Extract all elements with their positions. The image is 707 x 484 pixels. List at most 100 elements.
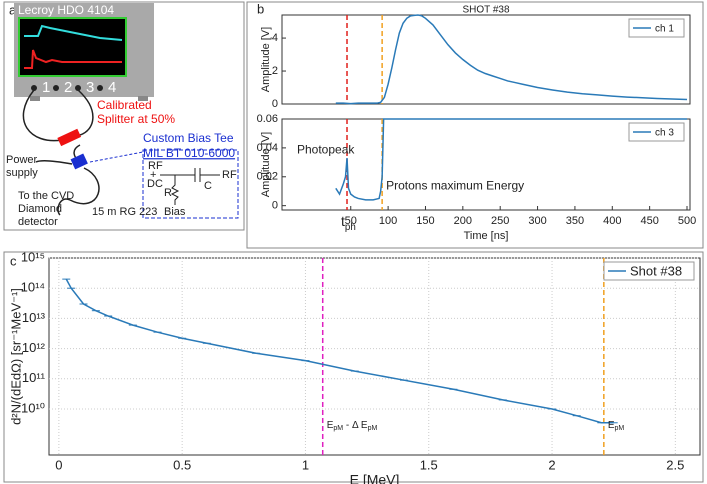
- y-tick-label: 2: [272, 65, 278, 77]
- annotation-part: E: [327, 419, 334, 430]
- circuit-label: +: [150, 169, 156, 181]
- bias-tee-label: Custom Bias Tee: [143, 131, 234, 145]
- y-axis-label: Amplitude [V]: [260, 27, 272, 92]
- annotation: EpM - Δ EpM: [327, 419, 378, 432]
- x-tick-label: 450: [640, 215, 658, 227]
- diagram: a Lecroy HDO 4104 1 2 3 4 Calibrated Spl…: [6, 2, 239, 228]
- legend-label: ch 1: [655, 24, 674, 35]
- legend-label: Shot #38: [630, 263, 682, 278]
- x-tick-label: 500: [678, 215, 696, 227]
- red-trace: [24, 49, 122, 69]
- plot-area: [48, 257, 701, 456]
- annotation-part: pM: [615, 425, 625, 432]
- splitter: [57, 128, 82, 147]
- panel-label: b: [257, 1, 264, 16]
- x-tick-label: 0: [55, 457, 62, 472]
- circuit-label: RF: [148, 160, 163, 172]
- annotation: Protons maximum Energy: [386, 179, 524, 193]
- foot: [138, 96, 148, 101]
- series-line: [335, 14, 688, 105]
- port: [75, 85, 81, 91]
- detector-label: detector: [18, 216, 58, 228]
- panel-label: a: [9, 2, 17, 17]
- scope-title: Lecroy HDO 4104: [18, 3, 114, 17]
- legend-box: [628, 122, 685, 142]
- y-axis-label: Amplitude [V]: [260, 132, 272, 197]
- x-tick-label: 100: [379, 215, 397, 227]
- y-tick-label: 10¹¹: [22, 370, 46, 385]
- panel-label: c: [10, 253, 17, 268]
- y-tick-label: 4: [272, 32, 278, 44]
- y-tick-label: 10¹⁵: [21, 249, 45, 264]
- y-tick-label: 10¹²: [22, 340, 46, 355]
- y-tick-label: 0.04: [257, 142, 278, 154]
- plot-area: [281, 14, 691, 105]
- port: [97, 85, 103, 91]
- circuit-label: DC: [147, 178, 163, 190]
- splitter-label: Splitter at 50%: [97, 112, 175, 126]
- screen: [18, 17, 127, 77]
- x-tick-label: 300: [528, 215, 546, 227]
- y-tick-label: 10¹⁰: [21, 400, 45, 415]
- x-tick-label: 2.5: [666, 457, 684, 472]
- circuit-label: RF: [222, 169, 237, 181]
- port: [53, 85, 59, 91]
- annotation-part: - Δ E: [343, 419, 368, 430]
- x-tick-label: 50: [345, 215, 357, 227]
- annotation-part: Photopeak: [297, 143, 355, 157]
- x-axis-label: E [MeV]: [350, 472, 400, 484]
- x-tick-label: 1: [302, 457, 309, 472]
- x-tick-label: 0.5: [173, 457, 191, 472]
- foot: [30, 96, 40, 101]
- x-tick-label: 150: [416, 215, 434, 227]
- callout: [89, 151, 144, 163]
- y-axis-label: d²N/(dEdΩ) [sr⁻¹MeV⁻¹]: [8, 288, 23, 425]
- bias-tee-box: [142, 149, 239, 219]
- power-label: supply: [6, 167, 38, 179]
- annotation-part: pM: [368, 425, 378, 432]
- circuit: [160, 168, 220, 205]
- x-tick-label: 200: [454, 215, 472, 227]
- chart-title: SHOT #38: [462, 5, 509, 16]
- circuit-label: Bias: [164, 206, 186, 218]
- splitter-label: Calibrated: [97, 98, 152, 112]
- annotation: tph: [341, 213, 356, 233]
- x-tick-label: 250: [491, 215, 509, 227]
- y-tick-label: 0.02: [257, 171, 278, 183]
- legend-box: [603, 261, 695, 281]
- channel: 2: [64, 79, 72, 96]
- plot-area: [281, 118, 691, 211]
- power-label: Power: [6, 154, 38, 166]
- y-tick-label: 10¹⁴: [21, 280, 45, 295]
- annotation: EpM: [608, 419, 625, 432]
- bias-tee-label: MIL BT 010-6000: [143, 146, 235, 160]
- x-tick-label: 1.5: [420, 457, 438, 472]
- annotation-part: pM: [333, 425, 343, 432]
- x-tick-label: 350: [566, 215, 584, 227]
- annotation: Photopeak: [297, 143, 355, 157]
- x-axis-label: Time [ns]: [464, 230, 509, 242]
- detector-label: To the CVD: [18, 190, 74, 202]
- legend-box: [628, 18, 685, 38]
- circuit-label: C: [204, 180, 212, 192]
- detector-label: Diamond: [18, 203, 62, 215]
- y-tick-label: 0.06: [257, 113, 278, 125]
- bias-tee: [70, 153, 88, 170]
- channel: 4: [108, 79, 116, 96]
- channel: 1: [42, 79, 50, 96]
- cyan-trace: [24, 24, 123, 41]
- circuit-label: R: [164, 187, 172, 199]
- cables: [22, 89, 100, 216]
- series-line: [335, 118, 688, 201]
- x-tick-label: 400: [603, 215, 621, 227]
- port: [31, 85, 37, 91]
- y-tick-label: 0: [272, 98, 278, 110]
- y-tick-label: 0: [272, 200, 278, 212]
- x-tick-label: 2: [548, 457, 555, 472]
- annotation-part: Protons maximum Energy: [386, 179, 524, 193]
- channel: 3: [86, 79, 94, 96]
- annotation-part: E: [608, 419, 615, 430]
- annotation-part: t: [341, 213, 345, 229]
